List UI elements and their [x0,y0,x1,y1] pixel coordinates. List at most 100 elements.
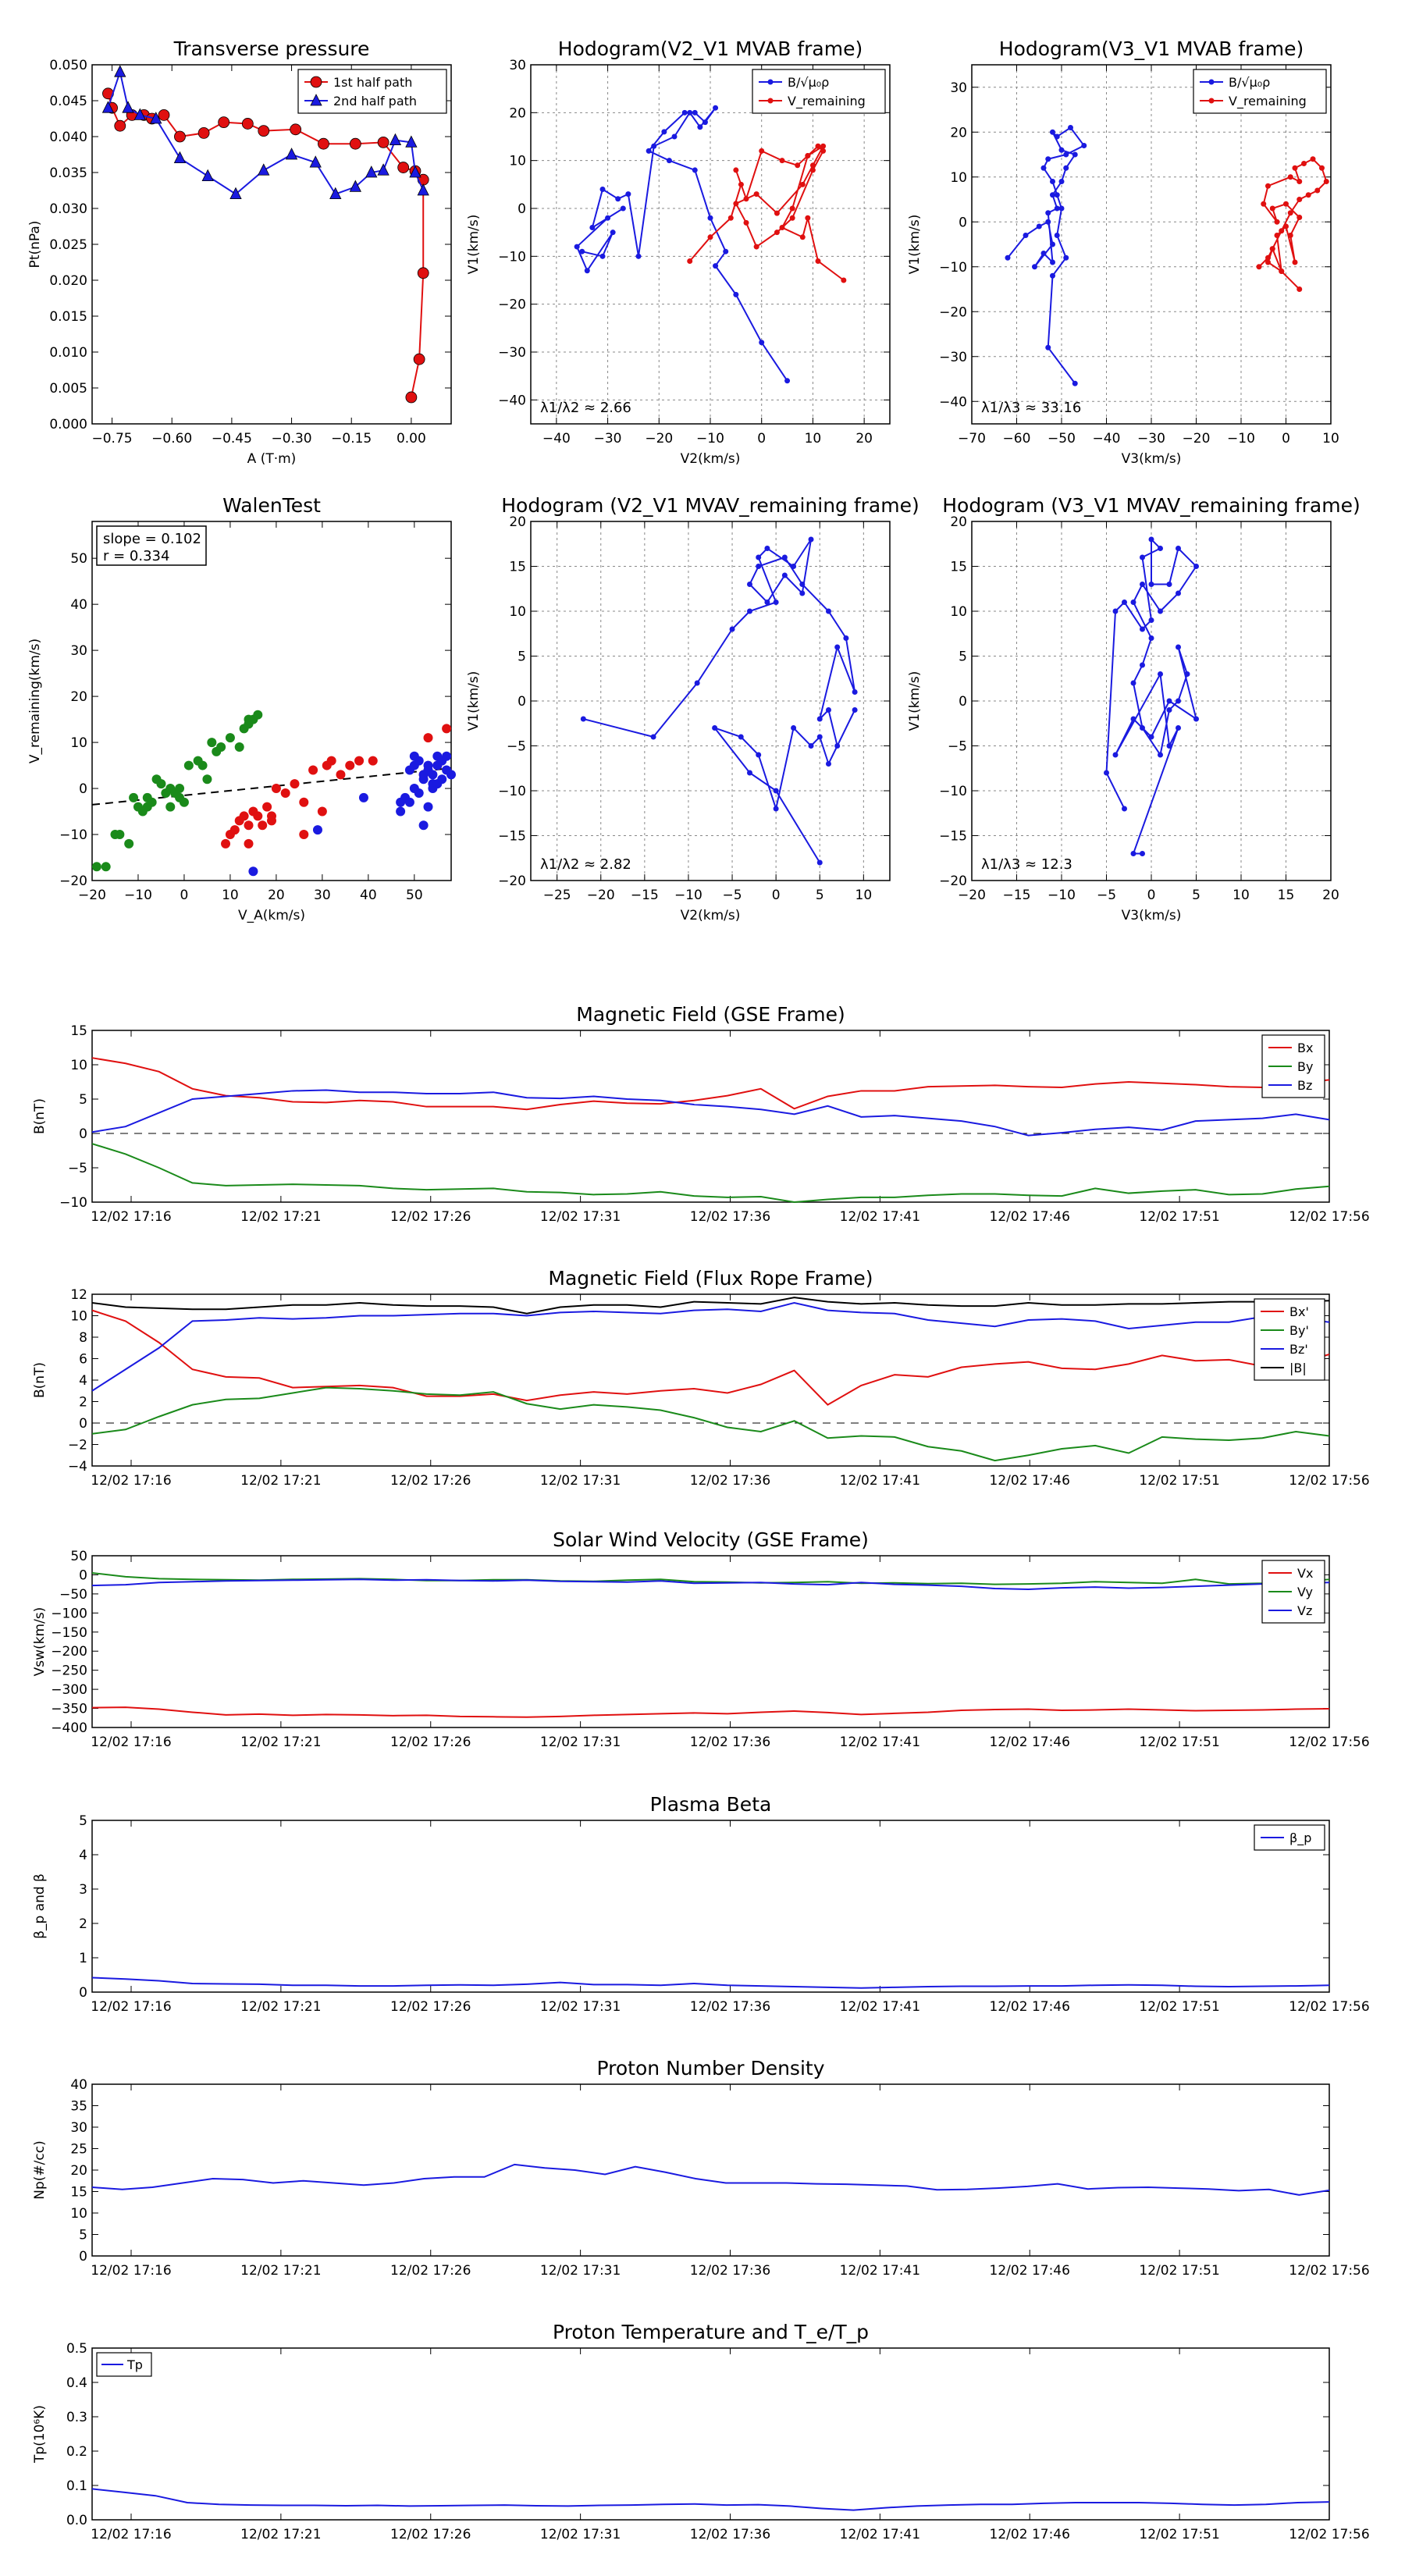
data-point [1045,344,1051,350]
legend-label: B/√μ₀ρ [788,75,829,90]
data-point [405,135,418,148]
x-tick-label: 20 [855,431,873,447]
data-point [377,136,389,148]
data-point [1292,165,1298,171]
chart-title: Magnetic Field (GSE Frame) [576,1003,845,1026]
y-tick-label: 20 [950,125,967,141]
data-point [694,680,700,686]
data-point [258,163,270,176]
data-point [1081,143,1087,148]
data-point [764,600,770,605]
data-point [221,838,231,849]
y-tick-label: −10 [939,784,967,799]
data-point [781,554,788,560]
data-point [216,742,226,752]
data-point [1279,269,1285,274]
data-point [1305,192,1311,198]
data-point [753,244,759,250]
time-tick-label: 12/02 17:56 [1289,1473,1369,1489]
legend-label: |B| [1289,1361,1307,1375]
data-point [743,196,749,202]
data-point [258,125,270,137]
plot-frame [530,64,891,425]
data-point [733,201,739,207]
data-point [218,116,230,129]
data-point [405,391,418,404]
y-tick-label: 0.010 [49,345,87,361]
data-point [1058,147,1065,153]
x-tick-label: −0.75 [92,431,133,447]
data-point [650,734,656,740]
y-tick-label: −40 [939,394,967,410]
data-point [197,760,208,770]
data-point [165,802,176,812]
y-tick-label: 2 [79,1916,87,1932]
legend-label: Bz' [1289,1342,1308,1357]
time-tick-label: 12/02 17:36 [690,2527,770,2542]
y-tick-label: 4 [79,1848,87,1863]
data-point [1283,201,1289,207]
time-tick-label: 12/02 17:36 [690,1999,770,2015]
y-tick-label: 0.1 [66,2478,87,2494]
data-point [329,187,342,200]
y-tick-label: −15 [498,829,526,845]
series-line [91,1301,1330,1392]
y-tick-label: 0.2 [66,2444,87,2460]
y-tick-label: 20 [509,514,526,530]
data-point [225,733,235,743]
data-point [1140,554,1145,560]
data-point [789,215,795,221]
y-axis-label: B(nT) [32,1098,48,1134]
x-tick-label: −20 [587,888,615,903]
time-tick-label: 12/02 17:46 [990,1735,1070,1750]
time-tick-label: 12/02 17:51 [1139,2263,1219,2279]
data-point [707,215,713,221]
data-point [1297,215,1303,220]
data-point [746,770,752,776]
data-point [589,225,596,231]
legend-marker [767,79,774,85]
data-point [1166,698,1172,704]
data-point [413,353,425,365]
x-tick-label: −30 [594,431,622,447]
x-tick-label: −5 [723,888,742,903]
x-tick-label: −10 [674,888,702,903]
data-point [773,806,779,812]
y-axis-label: V_remaining(km/s) [27,639,43,763]
data-point [409,165,422,178]
data-point [1054,205,1060,212]
data-point [365,165,378,178]
y-tick-label: 0.005 [49,381,87,397]
x-tick-label: 0 [772,888,781,903]
data-point [1184,671,1190,677]
data-point [290,123,302,136]
time-tick-label: 12/02 17:16 [91,2527,171,2542]
x-axis-label: V3(km/s) [1122,451,1182,467]
x-tick-label: 20 [1322,888,1339,903]
eigen-ratio-annotation: λ1/λ3 ≈ 33.16 [981,400,1081,416]
data-point [1112,752,1119,758]
chart-title: Hodogram(V2_V1 MVAB frame) [558,37,863,60]
data-point [756,564,762,569]
data-point [114,119,126,132]
data-point [625,191,631,197]
time-tick-label: 12/02 17:21 [240,2527,321,2542]
data-point [692,109,698,116]
data-point [1287,233,1293,238]
y-tick-label: 10 [509,604,526,620]
y-tick-label: 30 [70,2120,87,2136]
data-point [746,608,752,614]
series-line [1007,126,1086,384]
data-point [1274,233,1280,238]
data-point [175,784,185,794]
data-point [239,724,249,734]
data-point [1050,241,1055,247]
annotation-box [96,525,207,566]
y-tick-label: 0.0 [66,2513,87,2528]
data-point [692,167,698,173]
data-point [280,788,290,798]
data-point [326,756,336,766]
y-tick-label: 5 [79,1092,87,1108]
data-point [1054,192,1060,198]
data-point [1292,259,1298,265]
